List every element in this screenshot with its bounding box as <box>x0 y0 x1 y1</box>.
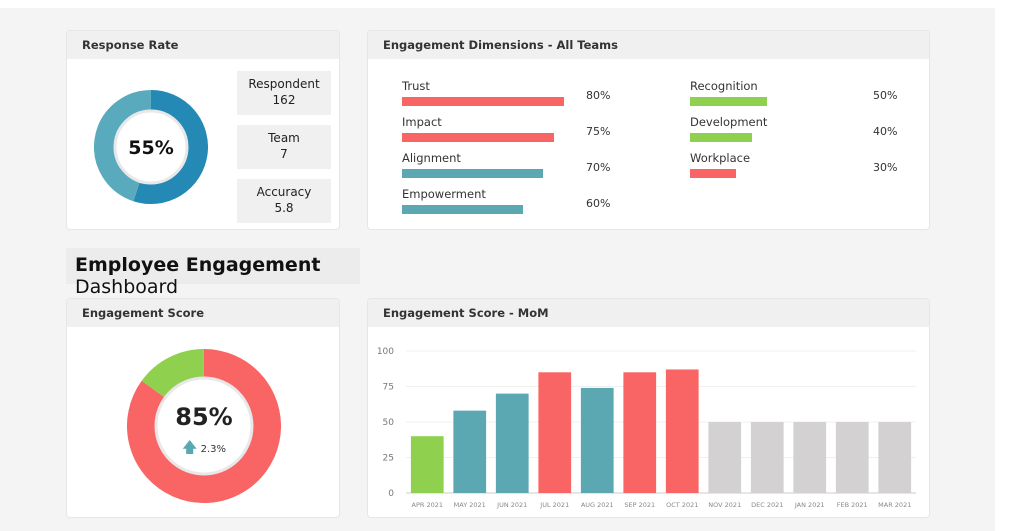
dimension-label: Alignment <box>402 151 461 165</box>
y-tick-label: 0 <box>388 489 394 499</box>
stat-accuracy: Accuracy 5.8 <box>237 179 331 223</box>
x-tick-label: APR 2021 <box>412 501 444 509</box>
bar <box>495 393 529 493</box>
bar <box>538 372 572 493</box>
dimension-label: Impact <box>402 115 442 129</box>
dimension-label: Trust <box>402 79 430 93</box>
card-title: Engagement Score <box>67 299 339 327</box>
y-tick-label: 75 <box>383 383 394 393</box>
engagement-score-donut <box>127 349 281 503</box>
bar <box>835 422 869 493</box>
donut-center <box>113 109 189 185</box>
donut-segment-value <box>133 90 208 204</box>
stat-value: 5.8 <box>274 201 294 215</box>
response-rate-card: Response Rate 55% Respondent 162 Team 7 Ac… <box>66 30 340 230</box>
change-value: 2.3% <box>200 444 226 455</box>
y-tick-label: 50 <box>383 418 395 428</box>
stat-value: 162 <box>272 93 296 107</box>
dimension-value: 75% <box>586 125 611 138</box>
response-rate-donut: 55% <box>94 90 208 204</box>
bar <box>793 422 827 493</box>
dimension-bar <box>402 205 524 214</box>
y-tick-label: 100 <box>377 347 394 357</box>
stat-label: Accuracy <box>256 185 312 199</box>
page-title-rest: Dashboard <box>75 276 179 298</box>
dimension-bar <box>690 97 767 106</box>
donut-segment-rest <box>141 349 205 398</box>
bar <box>580 387 614 493</box>
engagement-score-value: 85% <box>175 403 233 431</box>
donut-center <box>154 376 254 476</box>
engagement-dimensions-card: Engagement Dimensions - All Teams Trust 8… <box>367 30 930 230</box>
stat-label: Respondent <box>248 77 320 91</box>
donut-value-label: 55% <box>128 137 173 159</box>
bar <box>750 422 784 493</box>
dimension-value: 80% <box>586 89 611 102</box>
donut-segment-value <box>127 349 281 503</box>
x-tick-label: AUG 2021 <box>581 501 614 509</box>
x-tick-label: JUL 2021 <box>539 501 569 509</box>
dimension-bar <box>690 169 737 178</box>
stat-label: Team <box>268 131 300 145</box>
dimension-label: Recognition <box>690 79 758 93</box>
dimension-value: 60% <box>586 197 611 210</box>
x-tick-label: NOV 2021 <box>708 501 741 509</box>
card-title: Engagement Score - MoM <box>368 299 929 327</box>
dimension-bar <box>402 97 564 106</box>
bar <box>453 410 487 493</box>
dimension-value: 50% <box>873 89 898 102</box>
dimension-bar <box>402 133 554 142</box>
x-tick-label: MAY 2021 <box>454 501 486 509</box>
dimension-label: Empowerment <box>402 187 486 201</box>
dimension-label: Development <box>690 115 768 129</box>
arrow-up-icon: 🡅 <box>181 438 198 456</box>
dimension-value: 40% <box>873 125 898 138</box>
dimension-bar <box>690 133 752 142</box>
bar <box>665 369 699 493</box>
x-tick-label: OCT 2021 <box>666 501 698 509</box>
dimension-value: 70% <box>586 161 611 174</box>
dimension-value: 30% <box>873 161 898 174</box>
page-title: Employee Engagement Dashboard <box>66 248 360 298</box>
engagement-score-mom-card: Engagement Score - MoM 0 25 50 75 100 APR 202… <box>367 298 930 518</box>
page-title-bold: Employee Engagement <box>75 254 321 276</box>
mom-bar-chart: 0 25 50 75 100 APR 2021 MAY 2021 JUN 2021 JUL 20… <box>377 347 916 509</box>
stat-value: 7 <box>280 147 288 161</box>
x-tick-label: SEP 2021 <box>624 501 655 509</box>
stat-team: Team 7 <box>237 125 331 169</box>
engagement-score-card: Engagement Score 85% 🡅 2.3% <box>66 298 340 518</box>
bar <box>708 422 742 493</box>
bar <box>623 372 657 493</box>
x-tick-label: MAR 2021 <box>878 501 911 509</box>
bar <box>410 436 444 493</box>
dimension-bar <box>402 169 544 178</box>
x-tick-label: JAN 2021 <box>794 501 825 509</box>
bar <box>878 422 912 493</box>
x-tick-label: DEC 2021 <box>751 501 783 509</box>
x-tick-label: FEB 2021 <box>837 501 868 509</box>
card-title: Response Rate <box>67 31 339 59</box>
stat-respondent: Respondent 162 <box>237 71 331 115</box>
dimension-label: Workplace <box>690 151 751 165</box>
y-tick-label: 25 <box>383 454 394 464</box>
donut-segment-rest <box>94 90 152 202</box>
card-title: Engagement Dimensions - All Teams <box>368 31 929 59</box>
x-tick-label: JUN 2021 <box>496 501 527 509</box>
engagement-score-change: 🡅 2.3% <box>127 437 281 462</box>
